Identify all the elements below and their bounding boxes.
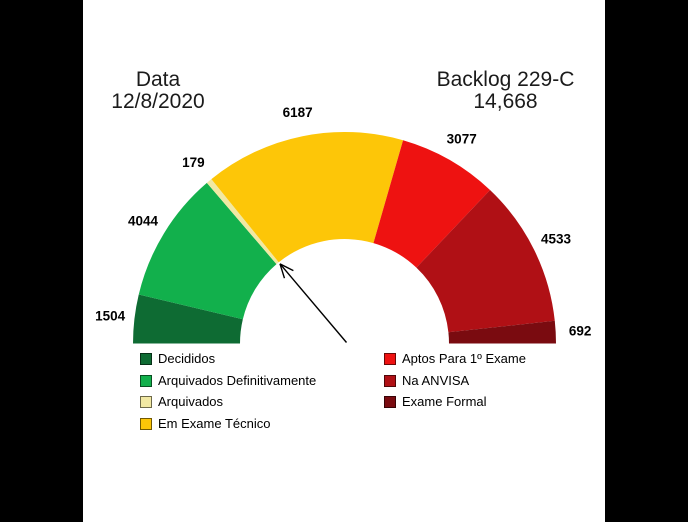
backlog-title-label: Backlog 229-C <box>436 68 575 91</box>
legend-item: Em Exame Técnico <box>140 415 316 431</box>
segment-value-label: 1504 <box>95 309 126 324</box>
gauge-segment-5 <box>416 190 555 333</box>
gauge-svg: 1504 4044 179 6187 3077 4533 692 <box>95 105 592 344</box>
legend-right-column: Aptos Para 1º Exame Na ANVISA Exame Formal <box>384 351 526 409</box>
segment-value-label: 3077 <box>447 131 477 146</box>
legend-swatch-icon <box>140 417 152 430</box>
legend-item: Arquivados Definitivamente <box>140 372 317 388</box>
legend-item-label: Aptos Para 1º Exame <box>402 351 526 366</box>
segment-value-label: 6187 <box>283 105 313 120</box>
legend-swatch-icon <box>384 374 396 387</box>
legend-item-label: Decididos <box>158 351 216 366</box>
legend-item: Na ANVISA <box>384 372 526 388</box>
gauge-chart: Data 12/8/2020 Backlog 229-C 14,668 1504… <box>83 0 605 522</box>
date-title-value: 12/8/2020 <box>111 89 205 113</box>
gauge-segment-2 <box>206 179 279 265</box>
legend-item-label: Arquivados Definitivamente <box>158 372 317 388</box>
segment-value-label: 692 <box>569 324 592 339</box>
annotation-arrow <box>279 263 348 343</box>
legend-swatch-icon <box>140 353 152 365</box>
legend-item-label: Em Exame Técnico <box>158 415 271 431</box>
gauge-segment-6 <box>448 320 556 344</box>
segment-value-label: 4044 <box>128 213 159 228</box>
legend-item-label: Na ANVISA <box>402 372 470 388</box>
date-title: Data 12/8/2020 <box>83 69 233 112</box>
segment-value-label: 179 <box>182 155 205 170</box>
legend-swatch-icon <box>384 353 396 365</box>
backlog-title: Backlog 229-C 14,668 <box>408 69 603 112</box>
segment-value-label: 4533 <box>541 232 572 247</box>
legend-swatch-icon <box>384 396 396 408</box>
legend-item: Exame Formal <box>384 394 526 409</box>
legend-item: Decididos <box>140 351 316 366</box>
legend-item-label: Exame Formal <box>402 394 487 409</box>
legend-swatch-icon <box>140 396 152 408</box>
gauge-segment-4 <box>373 140 491 268</box>
legend-left-column: Decididos Arquivados Definitivamente Arqui… <box>140 351 317 431</box>
legend-item-label: Arquivados <box>158 394 224 409</box>
gauge-segment-1 <box>138 182 277 320</box>
backlog-title-value: 14,668 <box>473 89 538 113</box>
date-title-label: Data <box>135 68 181 91</box>
gauge-segment-0 <box>133 294 243 344</box>
legend-swatch-icon <box>140 374 152 387</box>
legend-item: Arquivados <box>140 394 316 409</box>
legend-item: Aptos Para 1º Exame <box>384 351 526 366</box>
gauge-segment-3 <box>211 132 404 263</box>
